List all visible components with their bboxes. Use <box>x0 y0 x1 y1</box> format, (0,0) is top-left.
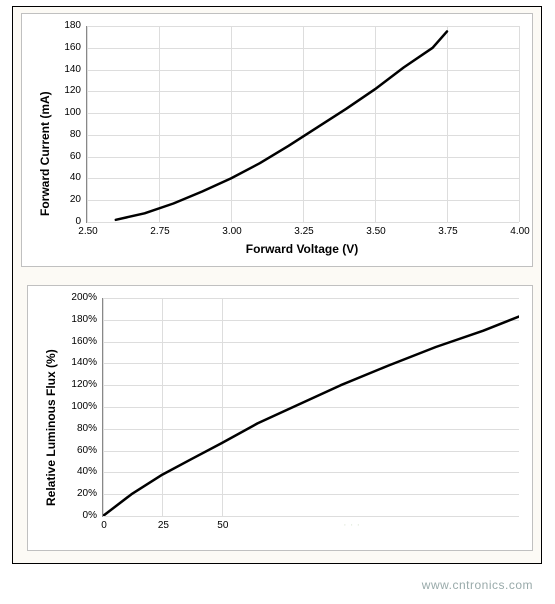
y-tick-label: 60 <box>70 151 81 162</box>
grid-line <box>519 26 520 222</box>
y-tick-label: 0% <box>83 510 97 521</box>
y-tick-label: 80% <box>77 423 97 434</box>
x-tick-label: 3.75 <box>433 226 463 237</box>
x-tick-label: 3.00 <box>217 226 247 237</box>
y-tick-label: 20% <box>77 488 97 499</box>
grid-line <box>87 222 519 223</box>
x-tick-label: 4.00 <box>505 226 535 237</box>
y-tick-label: 0 <box>75 216 81 227</box>
x-tick-label: 0 <box>89 520 119 531</box>
y-tick-label: 140% <box>71 357 97 368</box>
watermark-text: www.cntronics.com <box>422 578 533 592</box>
y-tick-label: 180% <box>71 314 97 325</box>
chart1-plot-area: 2.502.753.003.253.503.754.00020406080100… <box>86 26 519 223</box>
y-tick-label: 100 <box>64 107 81 118</box>
y-tick-label: 40% <box>77 466 97 477</box>
x-tick-label: 2.50 <box>73 226 103 237</box>
y-tick-label: 100% <box>71 401 97 412</box>
y-tick-label: 120 <box>64 85 81 96</box>
x-tick-label: 25 <box>148 520 178 531</box>
y-tick-label: 200% <box>71 292 97 303</box>
y-tick-label: 60% <box>77 445 97 456</box>
chart2-plot-area: 025500%20%40%60%80%100%120%140%160%180%2… <box>102 298 519 517</box>
y-tick-label: 40 <box>70 172 81 183</box>
chart1-panel: Forward Current (mA) 2.502.753.003.253.5… <box>21 13 533 267</box>
chart1-xlabel: Forward Voltage (V) <box>86 242 518 256</box>
y-tick-label: 160% <box>71 336 97 347</box>
x-tick-label: 2.75 <box>145 226 175 237</box>
series-line <box>87 26 519 222</box>
chart2-ylabel: Relative Luminous Flux (%) <box>44 349 58 506</box>
y-tick-label: 160 <box>64 42 81 53</box>
y-tick-label: 180 <box>64 20 81 31</box>
y-tick-label: 80 <box>70 129 81 140</box>
chart2-panel: Relative Luminous Flux (%) 025500%20%40%… <box>27 285 533 551</box>
series-line <box>103 298 519 516</box>
x-tick-label: 3.50 <box>361 226 391 237</box>
x-tick-label: 50 <box>208 520 238 531</box>
x-tick-label: 3.25 <box>289 226 319 237</box>
y-tick-label: 140 <box>64 64 81 75</box>
y-tick-label: 20 <box>70 194 81 205</box>
y-tick-label: 120% <box>71 379 97 390</box>
chart1-ylabel: Forward Current (mA) <box>38 91 52 216</box>
figure-frame: Forward Current (mA) 2.502.753.003.253.5… <box>12 6 542 564</box>
grid-line <box>103 516 519 517</box>
artifact-smudge: · · · <box>343 519 360 531</box>
